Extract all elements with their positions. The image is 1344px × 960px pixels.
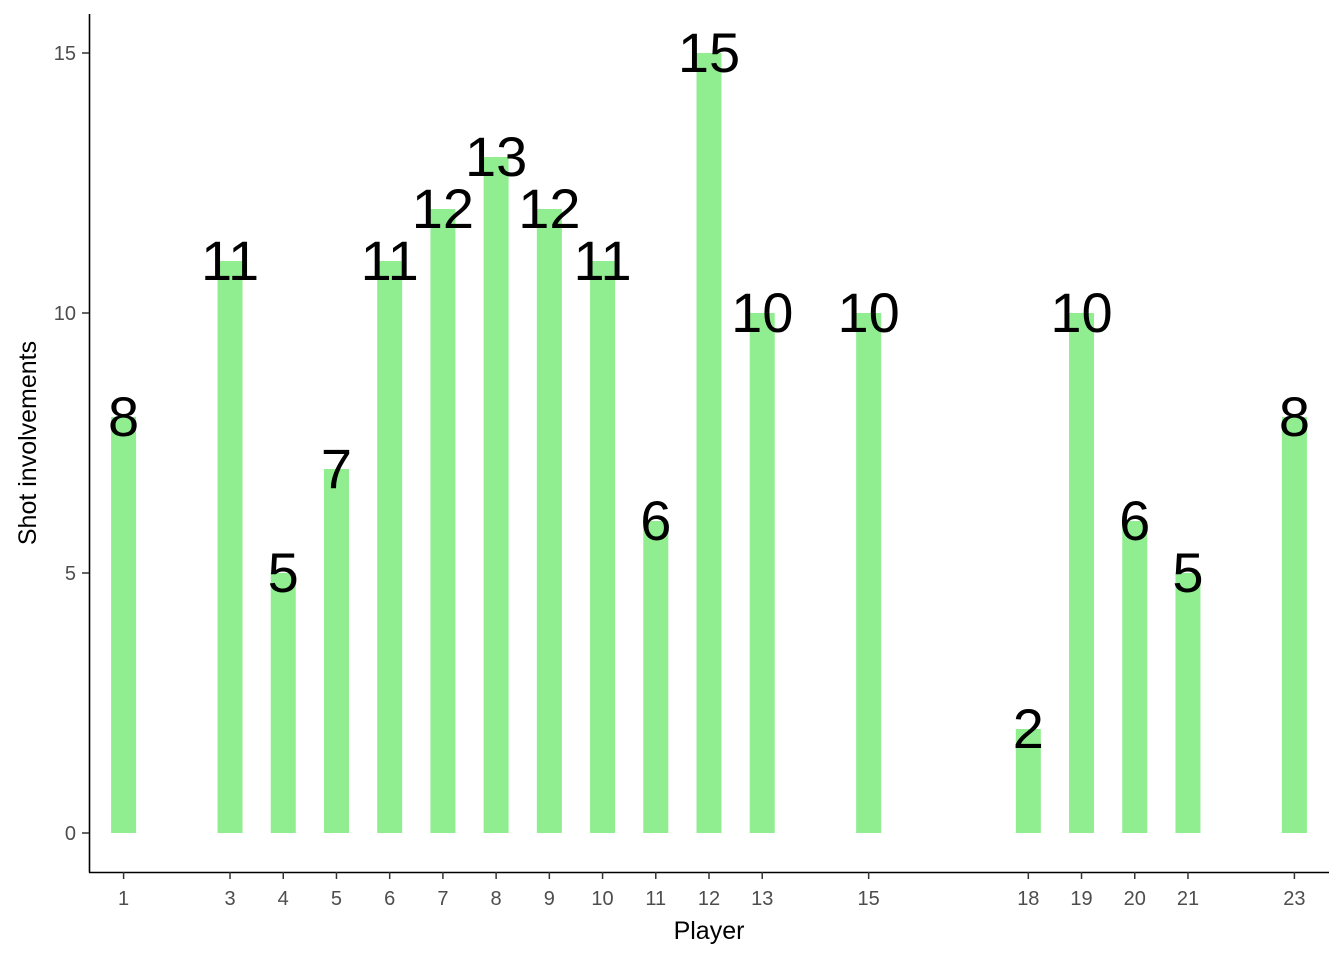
x-tick-label-10: 10 — [591, 888, 613, 910]
bar-player-10 — [590, 261, 616, 833]
bar-player-20 — [1122, 521, 1148, 833]
data-label-player-10: 11 — [573, 229, 631, 292]
bar-player-3 — [217, 261, 243, 833]
x-tick-label-20: 20 — [1124, 888, 1146, 910]
x-tick-label-6: 6 — [384, 888, 395, 910]
bar-player-11 — [643, 521, 669, 833]
bar-player-5 — [323, 469, 349, 833]
x-tick-label-9: 9 — [544, 888, 555, 910]
x-tick-label-8: 8 — [491, 888, 502, 910]
bar-player-7 — [430, 209, 456, 833]
y-tick-label-5: 5 — [65, 563, 76, 585]
bar-player-13 — [749, 313, 775, 833]
x-tick-label-4: 4 — [278, 888, 289, 910]
x-tick-label-13: 13 — [751, 888, 773, 910]
bar-player-6 — [377, 261, 403, 833]
data-label-player-4: 5 — [268, 541, 299, 604]
x-tick-label-5: 5 — [331, 888, 342, 910]
x-axis-title: Player — [674, 917, 745, 945]
x-tick-label-12: 12 — [698, 888, 720, 910]
x-tick-label-21: 21 — [1177, 888, 1199, 910]
data-label-player-19: 10 — [1050, 281, 1112, 344]
data-label-player-15: 10 — [838, 281, 900, 344]
bars-layer — [111, 53, 1307, 833]
data-label-player-1: 8 — [108, 385, 139, 448]
data-label-player-11: 6 — [640, 489, 671, 552]
data-label-player-7: 12 — [412, 177, 474, 240]
x-tick-label-19: 19 — [1070, 888, 1092, 910]
bar-player-8 — [483, 157, 509, 833]
x-tick-label-23: 23 — [1283, 888, 1305, 910]
data-label-player-12: 15 — [678, 21, 740, 84]
bar-player-1 — [111, 417, 137, 833]
y-tick-label-10: 10 — [54, 303, 76, 325]
bar-player-15 — [856, 313, 882, 833]
x-tick-label-11: 11 — [645, 888, 666, 910]
x-tick-label-3: 3 — [224, 888, 235, 910]
bar-player-23 — [1281, 417, 1307, 833]
bar-player-21 — [1175, 573, 1201, 833]
y-axis-ticks: 0 5 10 15 — [54, 43, 89, 845]
data-label-player-18: 2 — [1013, 697, 1044, 760]
y-axis-title: Shot involvements — [14, 341, 42, 545]
data-label-player-21: 5 — [1172, 541, 1203, 604]
bar-player-9 — [536, 209, 562, 833]
x-tick-label-18: 18 — [1017, 888, 1039, 910]
bar-player-19 — [1069, 313, 1095, 833]
data-label-player-8: 13 — [465, 125, 527, 188]
x-tick-label-15: 15 — [858, 888, 880, 910]
data-label-player-23: 8 — [1279, 385, 1310, 448]
x-tick-label-7: 7 — [437, 888, 448, 910]
bar-player-18 — [1015, 729, 1041, 833]
data-label-player-9: 12 — [518, 177, 580, 240]
data-label-player-20: 6 — [1119, 489, 1150, 552]
data-label-player-6: 11 — [361, 229, 419, 292]
bar-player-12 — [696, 53, 722, 833]
y-tick-label-0: 0 — [65, 823, 76, 845]
x-tick-label-1: 1 — [118, 888, 129, 910]
bar-player-4 — [270, 573, 296, 833]
data-label-player-5: 7 — [321, 437, 352, 500]
data-label-player-13: 10 — [731, 281, 793, 344]
x-axis-ticks: 1 3 4 5 6 7 8 9 10 11 12 13 15 18 19 20 21 23 — [118, 872, 1306, 910]
data-label-player-3: 11 — [201, 229, 259, 292]
y-tick-label-15: 15 — [54, 43, 76, 65]
